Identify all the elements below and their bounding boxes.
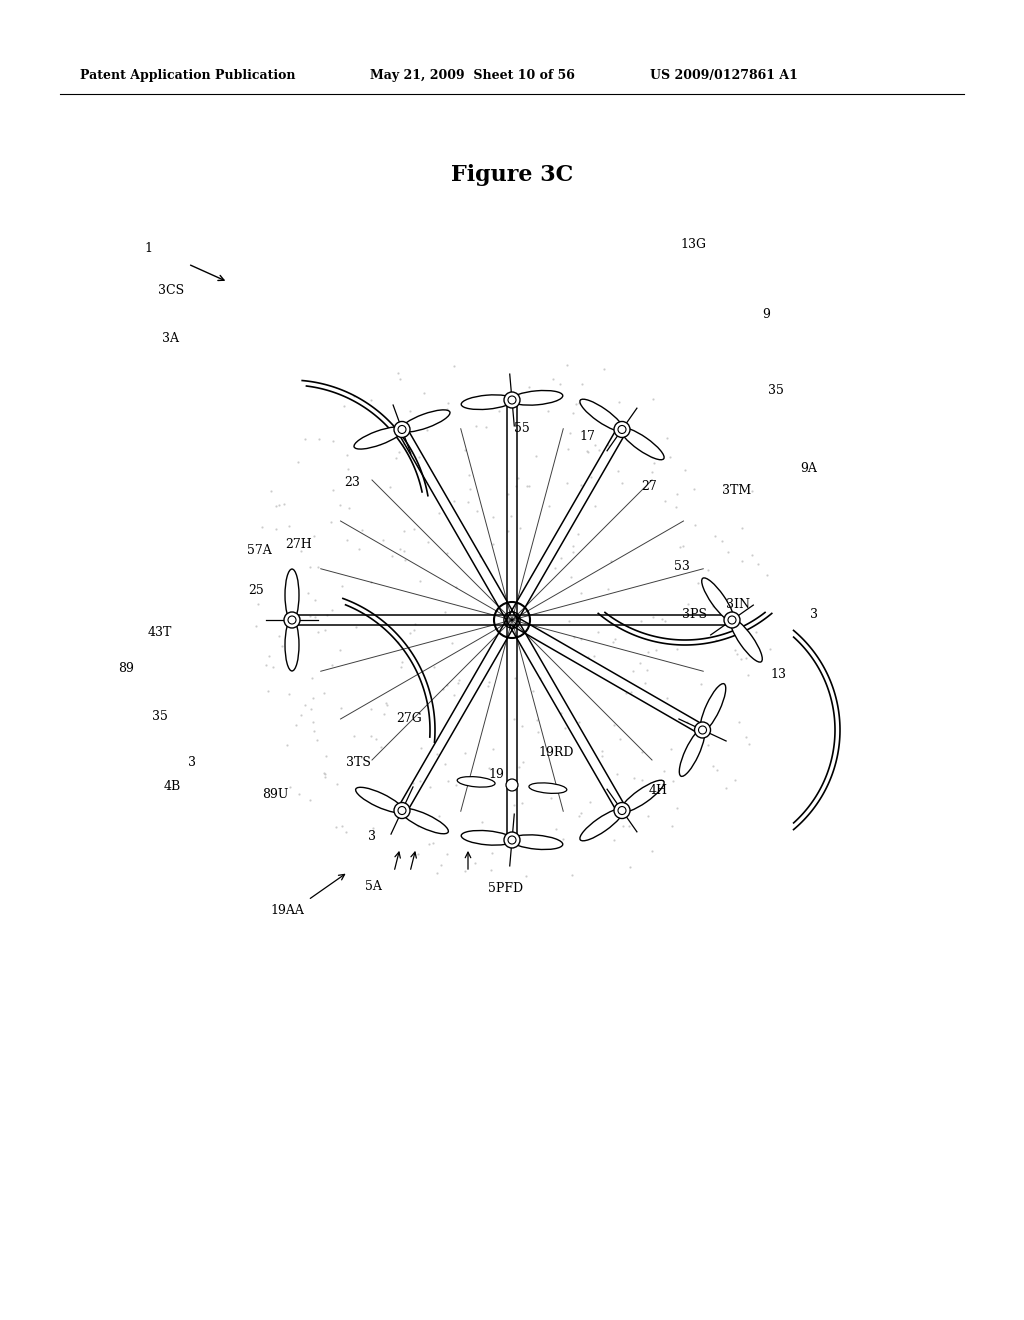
Circle shape — [284, 612, 300, 628]
Text: 19AA: 19AA — [270, 903, 304, 916]
Circle shape — [394, 803, 410, 818]
Ellipse shape — [621, 428, 665, 459]
Ellipse shape — [529, 783, 567, 793]
Text: May 21, 2009  Sheet 10 of 56: May 21, 2009 Sheet 10 of 56 — [370, 69, 574, 82]
Text: 35: 35 — [152, 710, 168, 722]
Circle shape — [504, 832, 520, 847]
Text: 3A: 3A — [162, 331, 179, 345]
Text: 23: 23 — [344, 475, 359, 488]
Ellipse shape — [621, 780, 665, 812]
Text: 13: 13 — [770, 668, 786, 681]
Ellipse shape — [461, 830, 513, 845]
Text: 43T: 43T — [148, 626, 172, 639]
Circle shape — [394, 421, 410, 437]
Ellipse shape — [400, 808, 449, 834]
Text: 3CS: 3CS — [158, 284, 184, 297]
Text: Figure 3C: Figure 3C — [451, 164, 573, 186]
Text: 4H: 4H — [648, 784, 668, 796]
Circle shape — [614, 803, 630, 818]
Text: 9A: 9A — [800, 462, 817, 474]
Text: 5A: 5A — [366, 879, 382, 892]
Text: 35: 35 — [768, 384, 784, 396]
Ellipse shape — [355, 787, 403, 813]
Text: 19: 19 — [488, 767, 504, 780]
Text: 89U: 89U — [262, 788, 289, 800]
Text: 1: 1 — [144, 242, 152, 255]
Ellipse shape — [730, 619, 762, 663]
Text: 17: 17 — [579, 429, 595, 442]
Text: 57A: 57A — [247, 544, 271, 557]
Ellipse shape — [700, 684, 726, 731]
Text: 9: 9 — [762, 309, 770, 322]
Ellipse shape — [401, 411, 450, 432]
Text: 3: 3 — [810, 607, 818, 620]
Text: 3PS: 3PS — [682, 607, 707, 620]
Text: 27: 27 — [641, 479, 656, 492]
Ellipse shape — [679, 729, 705, 776]
Circle shape — [504, 392, 520, 408]
Ellipse shape — [285, 569, 299, 620]
Ellipse shape — [457, 776, 495, 787]
Circle shape — [724, 612, 740, 628]
Ellipse shape — [461, 395, 513, 409]
Text: 3: 3 — [368, 829, 376, 842]
Ellipse shape — [701, 578, 733, 622]
Text: 3: 3 — [188, 755, 196, 768]
Text: 55: 55 — [514, 421, 529, 434]
Text: 3IN: 3IN — [726, 598, 750, 610]
Text: 19RD: 19RD — [538, 746, 573, 759]
Ellipse shape — [580, 399, 624, 432]
Ellipse shape — [580, 809, 624, 841]
Circle shape — [614, 421, 630, 437]
Text: 13G: 13G — [680, 239, 706, 252]
Text: 5PFD: 5PFD — [488, 882, 523, 895]
Ellipse shape — [285, 619, 299, 671]
Circle shape — [506, 779, 518, 791]
Text: 25: 25 — [248, 583, 264, 597]
Text: 53: 53 — [674, 560, 690, 573]
Text: Patent Application Publication: Patent Application Publication — [80, 69, 296, 82]
Text: 27H: 27H — [285, 537, 311, 550]
Text: 27G: 27G — [396, 711, 422, 725]
Text: 3TM: 3TM — [722, 483, 752, 496]
Text: US 2009/0127861 A1: US 2009/0127861 A1 — [650, 69, 798, 82]
Ellipse shape — [511, 391, 563, 405]
Ellipse shape — [511, 834, 563, 850]
Text: 89: 89 — [118, 661, 134, 675]
Text: 3TS: 3TS — [346, 755, 371, 768]
Text: 4B: 4B — [164, 780, 181, 792]
Circle shape — [694, 722, 711, 738]
Ellipse shape — [354, 426, 403, 449]
